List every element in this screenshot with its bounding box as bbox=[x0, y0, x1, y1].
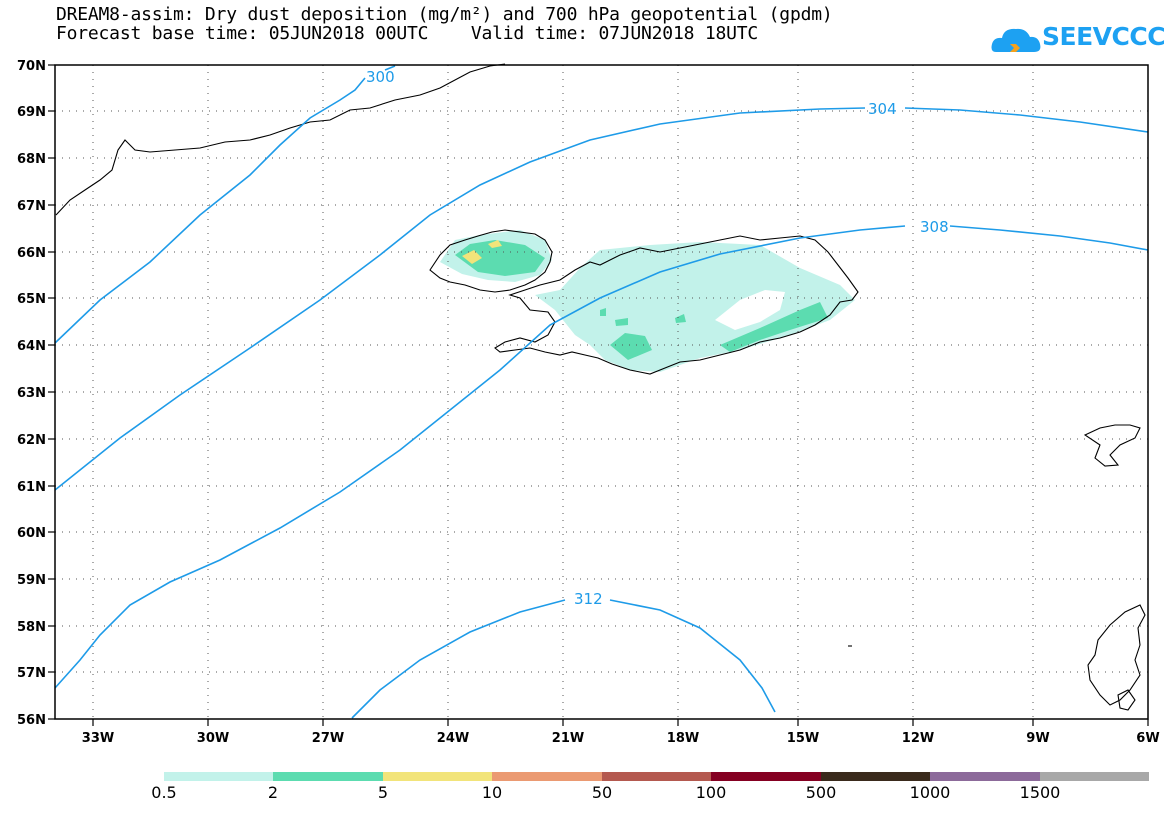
lat-label: 59N bbox=[17, 573, 46, 588]
colorbar-label: 5 bbox=[377, 783, 389, 802]
colorbar-label: 2 bbox=[267, 783, 279, 802]
colorbar-label: 50 bbox=[591, 783, 613, 802]
map-subtitle: Forecast base time: 05JUN2018 00UTC Vali… bbox=[56, 23, 759, 44]
logo-text: SEEVCCC bbox=[1042, 22, 1166, 51]
colorbar-swatch bbox=[383, 772, 492, 781]
colorbar-swatch bbox=[602, 772, 711, 781]
colorbar bbox=[164, 772, 1149, 781]
lon-label: 18W bbox=[667, 731, 699, 746]
lon-label: 15W bbox=[787, 731, 819, 746]
lat-label: 61N bbox=[17, 480, 46, 495]
contour-label-308: 308 bbox=[920, 218, 949, 236]
colorbar-swatch bbox=[492, 772, 602, 781]
colorbar-label: 100 bbox=[695, 783, 727, 802]
lat-label: 69N bbox=[17, 105, 46, 120]
colorbar-swatch bbox=[273, 772, 383, 781]
contour-label-312: 312 bbox=[574, 590, 603, 608]
colorbar-label: 1500 bbox=[1019, 783, 1061, 802]
dust-deposition-layer bbox=[440, 230, 855, 372]
colorbar-swatch bbox=[821, 772, 930, 781]
lon-label: 33W bbox=[82, 731, 114, 746]
lat-label: 65N bbox=[17, 292, 46, 307]
contour-label-300: 300 bbox=[366, 68, 395, 86]
lat-label: 68N bbox=[17, 152, 46, 167]
contour-labels: 300 304 308 312 bbox=[366, 68, 949, 608]
lon-label: 24W bbox=[437, 731, 469, 746]
map-title: DREAM8-assim: Dry dust deposition (mg/m²… bbox=[56, 4, 833, 25]
lat-label: 58N bbox=[17, 620, 46, 635]
graticule bbox=[55, 65, 1148, 719]
colorbar-swatch bbox=[930, 772, 1040, 781]
colorbar-label: 1000 bbox=[909, 783, 951, 802]
cloud-icon bbox=[991, 28, 1041, 52]
lat-label: 57N bbox=[17, 666, 46, 681]
lon-label: 30W bbox=[197, 731, 229, 746]
longitude-labels: 33W 30W 27W 24W 21W 18W 15W 12W 9W 6W bbox=[82, 731, 1160, 746]
lat-label: 60N bbox=[17, 526, 46, 541]
lon-label: 27W bbox=[312, 731, 344, 746]
contour-label-304: 304 bbox=[868, 100, 897, 118]
colorbar-swatch bbox=[1040, 772, 1149, 781]
colorbar-label: 500 bbox=[805, 783, 837, 802]
lat-label: 63N bbox=[17, 386, 46, 401]
lat-label: 64N bbox=[17, 339, 46, 354]
geopotential-contours bbox=[54, 65, 1149, 719]
lon-label: 6W bbox=[1136, 731, 1159, 746]
lat-label: 62N bbox=[17, 433, 46, 448]
colorbar-label: 10 bbox=[481, 783, 503, 802]
lon-label: 9W bbox=[1026, 731, 1049, 746]
colorbar-swatch bbox=[164, 772, 273, 781]
colorbar-label: 0.5 bbox=[151, 783, 177, 802]
lon-label: 12W bbox=[902, 731, 934, 746]
colorbar-swatch bbox=[711, 772, 821, 781]
lon-label: 21W bbox=[552, 731, 584, 746]
lat-label: 66N bbox=[17, 246, 46, 261]
lat-label: 67N bbox=[17, 199, 46, 214]
latitude-labels: 70N 69N 68N 67N 66N 65N 64N 63N 62N 61N … bbox=[17, 59, 46, 728]
lat-label: 56N bbox=[17, 713, 46, 728]
lat-label: 70N bbox=[17, 59, 46, 74]
coastlines bbox=[55, 63, 1146, 711]
